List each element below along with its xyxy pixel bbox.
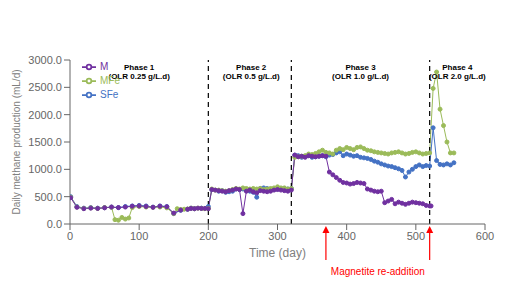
svg-text:Phase 2(OLR 0.5 g/L.d): Phase 2(OLR 0.5 g/L.d) bbox=[223, 63, 280, 81]
svg-text:1000.0: 1000.0 bbox=[28, 163, 62, 175]
svg-text:Magnetite re-addition: Magnetite re-addition bbox=[331, 266, 425, 277]
svg-text:3000.0: 3000.0 bbox=[28, 54, 62, 66]
svg-text:0: 0 bbox=[67, 230, 73, 242]
svg-text:2000.0: 2000.0 bbox=[28, 109, 62, 121]
svg-text:300: 300 bbox=[268, 230, 286, 242]
svg-text:600: 600 bbox=[476, 230, 494, 242]
svg-text:100: 100 bbox=[130, 230, 148, 242]
svg-text:500: 500 bbox=[407, 230, 425, 242]
svg-text:0.0: 0.0 bbox=[47, 218, 62, 230]
svg-text:500.0: 500.0 bbox=[34, 191, 62, 203]
svg-text:Phase 1(OLR 0.25 g/L.d): Phase 1(OLR 0.25 g/L.d) bbox=[108, 63, 170, 81]
svg-text:1500.0: 1500.0 bbox=[28, 136, 62, 148]
svg-text:400: 400 bbox=[337, 230, 355, 242]
svg-text:200: 200 bbox=[199, 230, 217, 242]
svg-text:Phase 3(OLR 1.0 g/L.d): Phase 3(OLR 1.0 g/L.d) bbox=[332, 63, 389, 81]
svg-text:2500.0: 2500.0 bbox=[28, 81, 62, 93]
svg-text:Daily methane production (mL/d: Daily methane production (mL/d) bbox=[11, 69, 22, 214]
svg-text:Time (day): Time (day) bbox=[249, 246, 306, 260]
svg-text:Phase 4(OLR 2.0 g/L.d): Phase 4(OLR 2.0 g/L.d) bbox=[429, 63, 486, 81]
